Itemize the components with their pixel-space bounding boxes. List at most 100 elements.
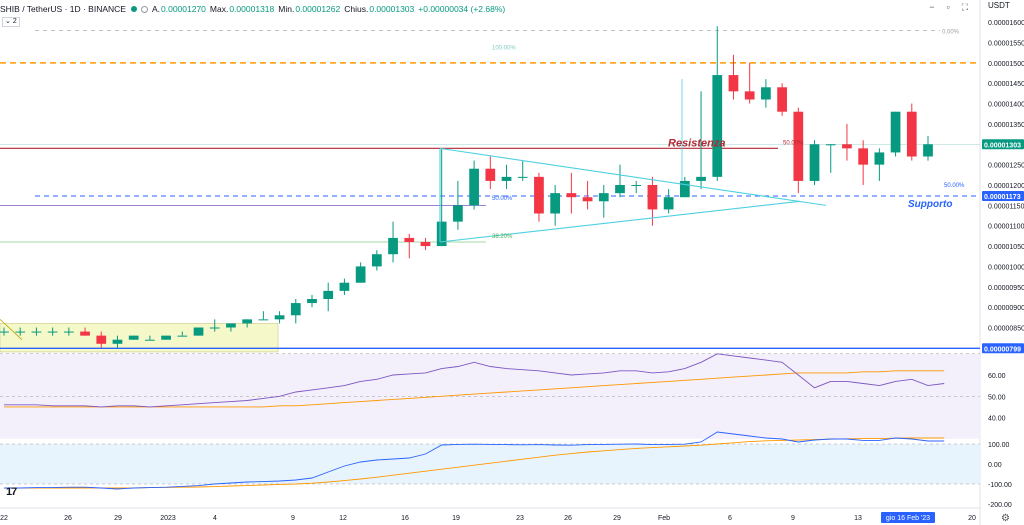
cci-tick-label: 0.00 [988, 462, 1002, 469]
candle-body [728, 75, 739, 92]
candle-body [128, 335, 139, 340]
date-highlight-label: gio 16 Feb '23 [886, 515, 930, 522]
candle-body [647, 185, 658, 210]
low-value: 0.00001262 [295, 4, 341, 14]
indicators-count: 2 [12, 18, 17, 25]
cci-tick-label: -200.00 [988, 502, 1012, 509]
candle-body [631, 185, 642, 186]
trendline-left [0, 319, 23, 341]
candle-body [436, 221, 447, 247]
price-tick-label: 0.00001550 [988, 41, 1024, 48]
candle-body [371, 254, 382, 267]
candle-body [96, 335, 107, 344]
bottom-price-tag: 0.00000799 [984, 346, 1021, 353]
market-status-icon [140, 5, 148, 13]
candle-body [858, 148, 869, 165]
candle-body [566, 193, 577, 198]
change-value: +0.00000034 (+2.68%) [418, 4, 506, 14]
price-tick-label: 0.00001350 [988, 122, 1024, 129]
time-tick-label: 9 [791, 515, 795, 522]
time-tick-label: 26 [564, 515, 572, 522]
candle-body [161, 335, 171, 340]
candle-body [761, 87, 771, 100]
triangle-upper-line [439, 147, 827, 206]
price-tick-label: 0.00001450 [988, 81, 1024, 88]
candle-body [420, 242, 431, 247]
settings-gear-icon[interactable]: ⚙ [1001, 513, 1010, 524]
candle-body [777, 87, 787, 112]
candle-body [307, 299, 317, 304]
candle-body [550, 193, 561, 214]
candle-body [290, 303, 301, 316]
candle-body [31, 331, 42, 333]
fib-382-label: 38.20% [492, 234, 513, 240]
candle-body [226, 323, 236, 328]
candle-body [112, 339, 123, 344]
candle-body [582, 197, 593, 202]
price-tick-label: 0.00001050 [988, 244, 1024, 251]
price-tick-label: 0.00000900 [988, 305, 1024, 312]
price-tick-label: 0.00001100 [988, 224, 1024, 231]
candle-body [679, 180, 690, 198]
fullscreen-icon[interactable]: ⛶ [961, 2, 968, 12]
square-icon[interactable]: ▫ [946, 2, 950, 12]
support-price-tag: 0.00001173 [984, 194, 1021, 201]
candle-body [517, 176, 528, 178]
close-value: 0.00001303 [369, 4, 415, 14]
candle-body [501, 176, 512, 181]
candle-body [274, 315, 285, 320]
rsi-tick-label: 60.00 [988, 373, 1006, 380]
candle-body [63, 331, 74, 333]
bottom-price-tag-bg [982, 343, 1024, 354]
cci-band [0, 444, 980, 484]
minus-icon[interactable]: − [929, 2, 935, 12]
close-label: Chius. [344, 4, 369, 14]
date-highlight-bg [881, 512, 935, 523]
rsi-tick-label: 50.00 [988, 394, 1006, 401]
candle-body [258, 319, 269, 321]
price-tick-label: 0.00001000 [988, 264, 1024, 271]
time-tick-label: 2023 [160, 515, 176, 522]
symbol-label[interactable]: SHIB / TetherUS · 1D · BINANCE [0, 4, 126, 14]
time-tick-label: 20 [968, 515, 976, 522]
low-label: Min. [278, 4, 295, 14]
candle-body [80, 331, 90, 336]
price-tick-label: 0.00001400 [988, 102, 1024, 109]
time-tick-label: 13 [854, 515, 862, 522]
fib-0-label: 0.00% [942, 29, 960, 35]
time-tick-label: 23 [516, 515, 524, 522]
pane-controls: − ▫ ⛶ [929, 2, 968, 13]
candle-body [453, 205, 463, 222]
time-tick-label: 22 [0, 515, 8, 522]
candle-body [874, 152, 885, 165]
resistance-label: Resistenza [668, 137, 725, 149]
candle-body [469, 168, 479, 206]
consolidation-box [0, 323, 279, 353]
candle-body [404, 237, 415, 242]
time-tick-label: 19 [452, 515, 460, 522]
time-tick-label: 16 [401, 515, 409, 522]
current-price-tag-bg [982, 139, 1024, 150]
candle-body [177, 335, 188, 337]
high-value: 0.00001318 [229, 4, 275, 14]
candle-body [906, 111, 917, 157]
legend-header: SHIB / TetherUS · 1D · BINANCE A. 0.00001… [0, 2, 505, 16]
status-dot-icon [130, 6, 137, 12]
candle-body [825, 144, 836, 146]
time-tick-label: 29 [114, 515, 122, 522]
time-tick-label: 6 [728, 515, 732, 522]
time-tick-label: 26 [64, 515, 72, 522]
support-label: Supporto [908, 199, 952, 210]
support-price-tag-bg [982, 190, 1024, 201]
candle-body [145, 339, 155, 341]
current-price-tag: 0.00001303 [984, 142, 1021, 149]
open-value: 0.00001270 [161, 4, 206, 14]
triangle-lower-line [439, 200, 801, 243]
indicators-toggle-button[interactable]: ⌄ 2 [2, 17, 20, 27]
cci-tick-label: -100.00 [988, 482, 1012, 489]
rsi-tick-label: 40.00 [988, 416, 1006, 423]
fib-50-left-label: 50.00% [492, 196, 513, 202]
fib-50-right-label: 50.00% [944, 183, 965, 189]
currency-selector[interactable]: USDT [988, 1, 1010, 10]
